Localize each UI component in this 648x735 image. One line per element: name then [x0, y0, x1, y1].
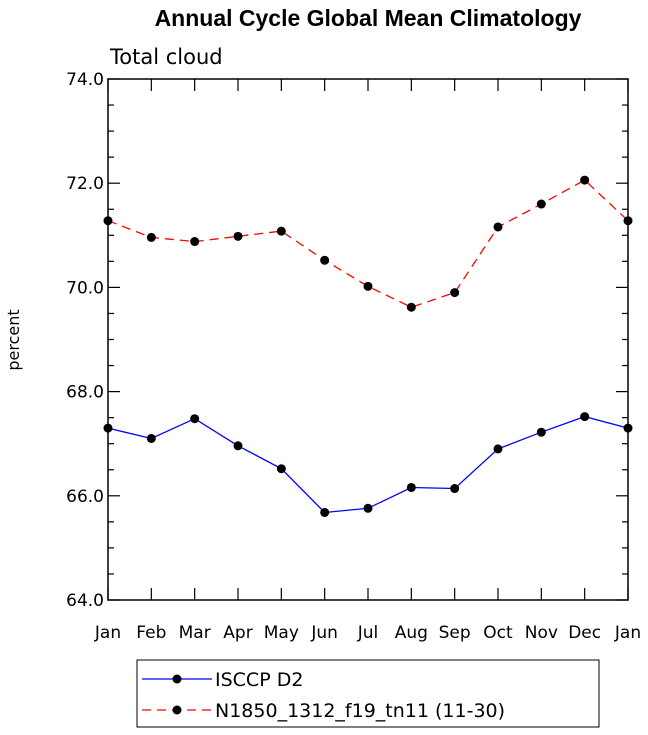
y-tick-label: 74.0 — [66, 70, 104, 90]
x-tick-label: Feb — [136, 623, 166, 643]
data-point — [190, 237, 200, 247]
x-tick-label: Dec — [568, 623, 601, 643]
data-point — [320, 507, 330, 517]
legend-label: N1850_1312_f19_tn11 (11-30) — [215, 700, 505, 722]
chart-subtitle: Total cloud — [109, 45, 223, 69]
y-tick-label: 72.0 — [66, 174, 104, 194]
legend-box — [136, 659, 600, 728]
y-tick-label: 64.0 — [66, 591, 104, 611]
chart-title: Annual Cycle Global Mean Climatology — [155, 5, 582, 31]
x-tick-label: Apr — [223, 623, 252, 643]
x-tick-label: Oct — [483, 623, 513, 643]
x-tick-label: Jan — [614, 623, 641, 643]
data-point — [580, 175, 590, 185]
data-point — [190, 414, 200, 424]
data-point — [406, 482, 416, 492]
data-point — [276, 464, 286, 474]
data-point — [363, 281, 373, 291]
series-line — [107, 415, 629, 514]
x-tick-label: Jul — [357, 623, 379, 643]
data-point — [233, 231, 243, 241]
data-point — [146, 433, 156, 443]
data-point — [493, 444, 503, 454]
x-tick-label: Jan — [94, 623, 121, 643]
y-tick-label: 68.0 — [66, 383, 104, 403]
data-point — [580, 412, 590, 422]
axis-ticks: 64.0 66.0 68.0 70.0 72.0 74.0 Jan Feb Mar Apr May J… — [66, 70, 641, 643]
y-tick-label: 70.0 — [66, 278, 104, 298]
x-tick-label: Sep — [439, 623, 471, 643]
y-tick-label: 66.0 — [66, 487, 104, 507]
data-point — [276, 226, 286, 236]
x-tick-label: Mar — [179, 623, 211, 643]
legend-label: ISCCP D2 — [215, 669, 303, 691]
data-point — [536, 427, 546, 437]
data-point — [493, 222, 503, 232]
data-point — [536, 199, 546, 209]
plot-frame — [107, 78, 629, 601]
x-tick-label: Jun — [310, 623, 338, 643]
x-tick-label: Nov — [525, 623, 558, 643]
legend: ISCCP D2 N1850_1312_f19_tn11 (11-30) — [136, 659, 600, 728]
legend-marker — [172, 705, 182, 715]
data-point — [450, 484, 460, 494]
data-point — [233, 441, 243, 451]
x-tick-label: May — [264, 623, 299, 643]
data-point — [406, 302, 416, 312]
data-point — [146, 232, 156, 242]
series-layer — [103, 175, 633, 517]
data-point — [450, 288, 460, 298]
data-point — [363, 503, 373, 513]
x-tick-label: Aug — [395, 623, 428, 643]
data-point — [320, 255, 330, 265]
legend-marker — [172, 674, 182, 684]
y-axis-label: percent — [4, 309, 23, 370]
